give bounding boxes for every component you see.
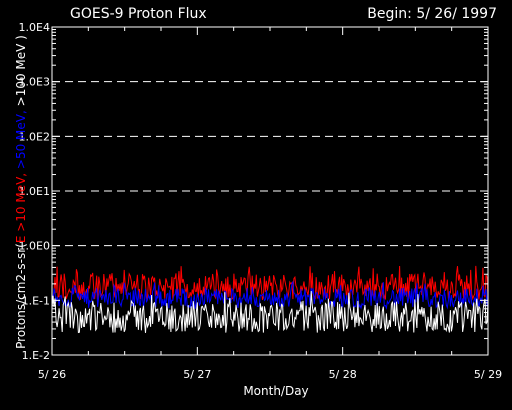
grid-lines <box>52 81 488 247</box>
series-trace-50mev <box>51 280 489 311</box>
x-tick-label: 5/ 26 <box>38 368 66 381</box>
y-axis-label-prefix: Protons/cm2-s-sr( <box>14 243 28 349</box>
chart-title: GOES-9 Proton Flux <box>70 6 207 22</box>
series-trace-10mev <box>51 265 489 301</box>
y-tick-label: 1.E-1 <box>22 294 50 307</box>
y-tick-label: 1.0E3 <box>19 76 50 89</box>
series-trace-100mev <box>51 290 489 334</box>
y-axis-label-10mev: E >10 MeV, <box>14 169 28 243</box>
y-axis: 1.0E4 1.0E3 1.0E2 1.0E1 1.0E0 1.E-1 1.E-2 <box>19 21 488 362</box>
x-axis-label: Month/Day <box>243 384 308 398</box>
x-tick-label: 5/ 28 <box>329 368 357 381</box>
y-tick-label: 1.E-2 <box>22 349 50 362</box>
plot-frame <box>51 26 489 356</box>
y-tick-label: 1.0E0 <box>19 240 50 253</box>
series-traces <box>51 265 489 334</box>
y-tick-label: 1.0E4 <box>19 21 50 34</box>
y-axis-label-50mev: >50 MeV, <box>14 106 28 169</box>
x-tick-label: 5/ 27 <box>183 368 211 381</box>
y-tick-label: 1.0E2 <box>19 130 50 143</box>
chart-subtitle: Begin: 5/ 26/ 1997 <box>367 6 497 22</box>
y-tick-label: 1.0E1 <box>19 185 50 198</box>
x-tick-label: 5/ 29 <box>474 368 502 381</box>
y-axis-label: Protons/cm2-s-sr(E >10 MeV, >50 MeV, >10… <box>14 35 28 349</box>
y-axis-label-100mev: >100 MeV ) <box>14 35 28 106</box>
